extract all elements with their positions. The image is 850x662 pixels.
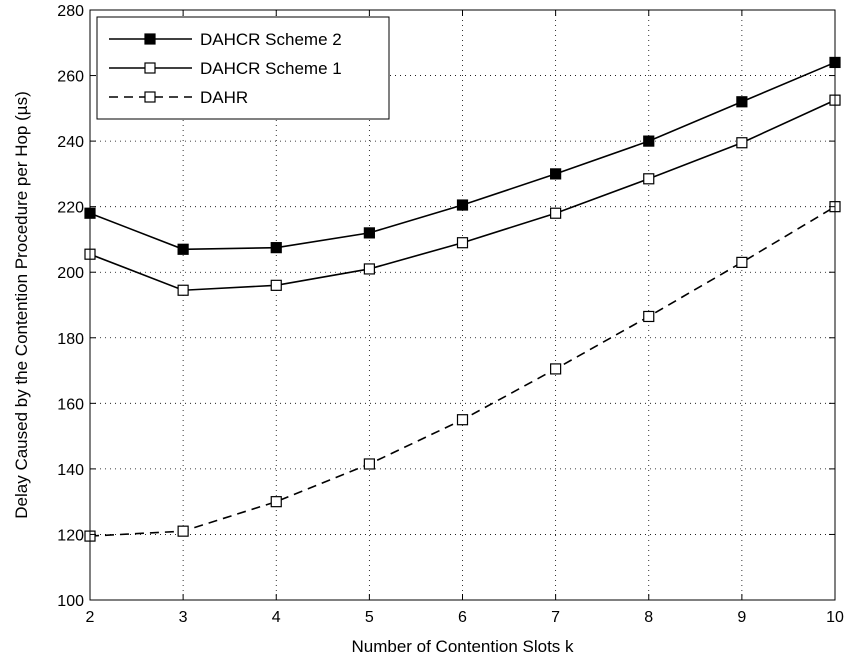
series-1: [84, 56, 841, 255]
data-point-marker: [270, 279, 282, 291]
x-tick-label: 6: [458, 609, 467, 626]
data-point-marker: [736, 96, 748, 108]
data-point-marker: [456, 199, 469, 211]
data-point-marker: [550, 168, 562, 180]
legend-entry: DAHCR Scheme 1: [109, 59, 342, 78]
x-axis-label: Number of Contention Slots k: [351, 637, 574, 656]
legend-marker: [144, 91, 156, 103]
legend-marker: [144, 33, 156, 45]
x-tick-label: 5: [365, 609, 374, 626]
data-point-marker: [270, 496, 282, 508]
data-point-marker: [736, 256, 748, 268]
legend-marker: [144, 62, 156, 74]
x-tick-label: 8: [644, 609, 653, 626]
x-tick-label: 9: [737, 609, 746, 626]
y-axis-label: Delay Caused by the Contention Procedure…: [12, 91, 31, 518]
legend-label: DAHR: [200, 88, 248, 107]
legend-entry: DAHR: [109, 88, 248, 107]
axes: 2 3 4 5 6 7 8 9 10 100 120 140 160 180 200 220 240 260 280: [57, 3, 844, 626]
x-tick-label: 7: [551, 609, 560, 626]
data-point-marker: [643, 173, 655, 185]
data-point-marker: [270, 242, 282, 254]
y-tick-label: 200: [57, 265, 84, 282]
legend-label: DAHCR Scheme 2: [200, 30, 342, 49]
y-tick-label: 280: [57, 3, 84, 20]
legend-label: DAHCR Scheme 1: [200, 59, 342, 78]
data-point-marker: [177, 525, 189, 537]
data-point-marker: [363, 263, 375, 275]
series-2: [84, 94, 841, 296]
x-tick-label: 10: [826, 609, 844, 626]
y-tick-label: 140: [57, 462, 84, 479]
x-tick-label: 4: [272, 609, 281, 626]
y-tick-label: 160: [57, 396, 84, 413]
data-point-marker: [363, 458, 375, 470]
legend-entry: DAHCR Scheme 2: [109, 30, 342, 49]
y-tick-label: 120: [57, 527, 84, 544]
grid-lines: [90, 10, 835, 600]
x-tick-label: 2: [86, 609, 95, 626]
data-point-marker: [177, 243, 189, 255]
data-point-marker: [550, 207, 562, 219]
y-tick-label: 180: [57, 331, 84, 348]
x-tick-label: 3: [179, 609, 188, 626]
series-layer: [84, 56, 841, 542]
data-point-marker: [363, 227, 375, 239]
data-point-marker: [643, 135, 655, 147]
data-point-marker: [456, 237, 469, 249]
data-point-marker: [456, 414, 469, 426]
data-point-marker: [550, 363, 562, 375]
y-tick-label: 260: [57, 69, 84, 86]
legend: DAHCR Scheme 2 DAHCR Scheme 1 DAHR: [96, 16, 390, 120]
data-point-marker: [643, 310, 655, 323]
y-tick-label: 100: [57, 593, 84, 610]
y-tick-label: 220: [57, 200, 84, 217]
y-tick-label: 240: [57, 134, 84, 151]
data-point-marker: [736, 137, 748, 149]
data-point-marker: [177, 284, 189, 296]
